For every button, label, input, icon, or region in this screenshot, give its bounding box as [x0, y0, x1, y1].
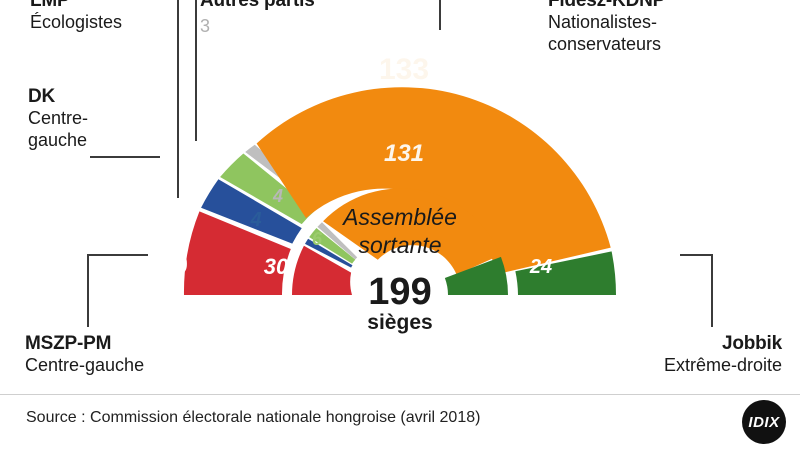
label-dk: DK Centre- gauche: [28, 86, 88, 151]
label-fidesz: Fidesz-KDNP Nationalistes- conservateurs: [548, 0, 665, 55]
label-autres: Autres partis 3: [200, 0, 315, 38]
center-seats-number: 199: [368, 271, 432, 314]
leader-lines: [87, 0, 713, 327]
outer-segment-mszp: [183, 211, 291, 295]
outer-segment-jobbik: [515, 251, 617, 295]
inner-segment-fidesz: [323, 188, 501, 275]
label-mszp: MSZP-PM Centre-gauche: [25, 333, 144, 377]
label-jobbik-sub: Extrême-droite: [663, 355, 782, 376]
label-lmp: LMP Écologistes: [30, 0, 122, 34]
outer-segment-dk: [201, 179, 302, 244]
leader-mszp: [87, 254, 148, 327]
outer-segment-lmp: [220, 153, 315, 225]
center-line1: Assemblée: [343, 204, 457, 230]
label-mszp-party: MSZP-PM: [25, 333, 112, 354]
label-lmp-sub: Écologistes: [30, 12, 123, 33]
label-jobbik: Jobbik Extrême-droite: [664, 333, 782, 377]
label-autres-count: 3: [200, 16, 211, 37]
label-dk-sub2: gauche: [28, 129, 88, 150]
label-dk-sub1: Centre-: [28, 108, 89, 129]
chart-center-text: Assemblée sortante 199 sièges: [300, 203, 500, 334]
label-jobbik-party: Jobbik: [721, 333, 782, 354]
idix-logo-text: IDIX: [748, 413, 780, 431]
inner-segment-jobbik: [444, 256, 508, 295]
center-line2: sortante: [358, 232, 442, 259]
label-mszp-sub: Centre-gauche: [25, 355, 145, 376]
inner-segment-lmp: [309, 228, 356, 264]
label-dk-party: DK: [28, 86, 56, 107]
inner-segment-dk: [304, 238, 353, 268]
leader-jobbik: [680, 254, 713, 327]
label-fidesz-party: Fidesz-KDNP: [548, 0, 666, 11]
inner-segment-autres: [317, 222, 358, 260]
label-lmp-party: LMP: [30, 0, 70, 11]
label-autres-party: Autres partis: [200, 0, 315, 11]
footer-bar: Source : Commission électorale nationale…: [0, 394, 800, 451]
label-fidesz-sub2: conservateurs: [548, 33, 662, 54]
center-seats-word: sièges: [367, 311, 433, 335]
source-text: Source : Commission électorale nationale…: [26, 409, 481, 426]
idix-logo: IDIX: [742, 400, 786, 444]
label-fidesz-sub1: Nationalistes-: [548, 12, 658, 33]
inner-segment-mszp: [292, 245, 352, 295]
outer-segment-fidesz: [256, 87, 611, 275]
